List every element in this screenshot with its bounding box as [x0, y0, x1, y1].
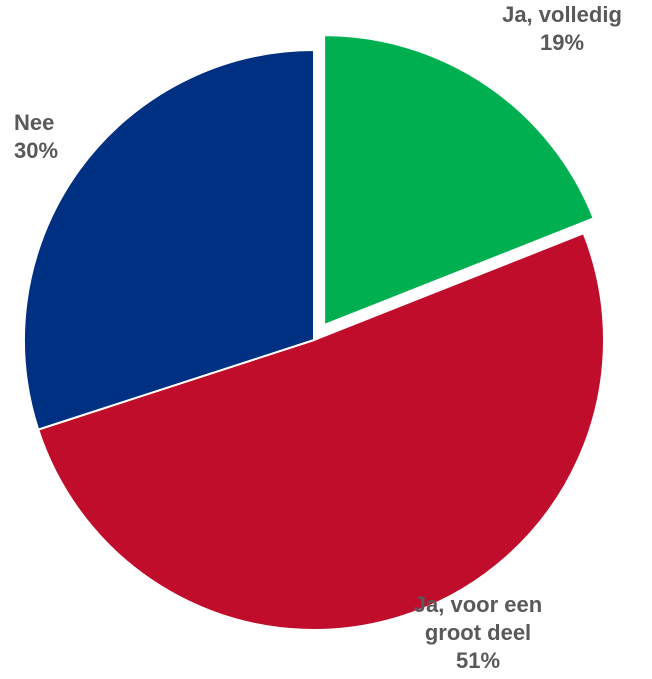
slice-label-1: Ja, voor een groot deel 51%: [414, 592, 542, 673]
slice-percent-label: 19%: [540, 30, 584, 55]
pie-slice-1: [36, 231, 605, 631]
pie-labels: Ja, volledig 19% Ja, voor een groot deel 51%…: [14, 2, 622, 673]
slice-name-label: groot deel: [425, 620, 531, 645]
pie-slice-0: [323, 34, 596, 327]
pie-slice-2: [23, 48, 315, 431]
slice-name-label: Nee: [14, 110, 54, 135]
pie-slices: [23, 34, 605, 631]
slice-percent-label: 30%: [14, 138, 58, 163]
slice-name-label: Ja, volledig: [502, 2, 622, 27]
slice-label-2: Nee 30%: [14, 110, 58, 163]
slice-label-0: Ja, volledig 19%: [502, 2, 622, 55]
slice-name-label: Ja, voor een: [414, 592, 542, 617]
slice-percent-label: 51%: [456, 648, 500, 673]
